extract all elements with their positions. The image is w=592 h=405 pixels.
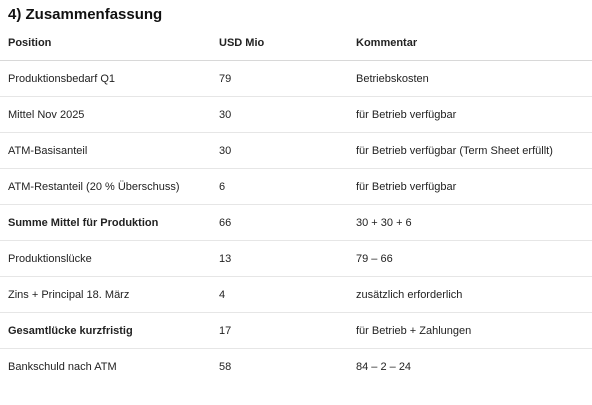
- table-row: Gesamtlücke kurzfristig 17 für Betrieb + Z…: [0, 312, 592, 349]
- cell-usd: 13: [219, 240, 356, 277]
- cell-kommentar: für Betrieb verfügbar: [356, 96, 592, 133]
- cell-position: Summe Mittel für Produktion: [0, 204, 219, 241]
- column-header-kommentar: Kommentar: [356, 25, 592, 61]
- cell-usd: 30: [219, 96, 356, 133]
- cell-kommentar: für Betrieb + Zahlungen: [356, 312, 592, 349]
- cell-kommentar: für Betrieb verfügbar: [356, 168, 592, 205]
- cell-usd: 79: [219, 60, 356, 97]
- cell-usd: 6: [219, 168, 356, 205]
- cell-position: Produktionslücke: [0, 240, 219, 277]
- cell-kommentar: 79 – 66: [356, 240, 592, 277]
- table-header-row: Position USD Mio Kommentar: [0, 25, 592, 61]
- cell-kommentar: Betriebskosten: [356, 60, 592, 97]
- column-header-position: Position: [0, 25, 219, 61]
- summary-table: Position USD Mio Kommentar Produktionsbe…: [0, 25, 592, 384]
- cell-position: Zins + Principal 18. März: [0, 276, 219, 313]
- cell-usd: 30: [219, 132, 356, 169]
- cell-position: Gesamtlücke kurzfristig: [0, 312, 219, 349]
- cell-usd: 17: [219, 312, 356, 349]
- cell-position: Bankschuld nach ATM: [8, 360, 117, 373]
- cell-usd: 66: [219, 204, 356, 241]
- section-heading: 4) Zusammenfassung: [8, 6, 163, 23]
- cell-usd: 4: [219, 276, 356, 313]
- table-row: Summe Mittel für Produktion 66 30 + 30 + 6: [0, 204, 592, 241]
- table-row: Bankschuld nach ATM 58 84 – 2 – 24: [0, 349, 592, 385]
- cell-usd: 58: [219, 360, 232, 373]
- table-row: Zins + Principal 18. März 4 zusätzlich erf…: [0, 276, 592, 313]
- table-row: Mittel Nov 2025 30 für Betrieb verfügbar: [0, 96, 592, 133]
- table-body: Produktionsbedarf Q1 79 Betriebskosten Mitt…: [0, 60, 592, 385]
- cell-kommentar: zusätzlich erforderlich: [356, 276, 592, 313]
- cell-kommentar: 84 – 2 – 24: [356, 360, 412, 373]
- table-row: ATM-Basisanteil 30 für Betrieb verfügbar (…: [0, 132, 592, 169]
- cell-position: ATM-Basisanteil: [0, 132, 219, 169]
- cell-kommentar: für Betrieb verfügbar (Term Sheet erfüll…: [356, 132, 592, 169]
- table-row: ATM-Restanteil (20 % Überschuss) 6 für Bet…: [0, 168, 592, 205]
- table-row: Produktionsbedarf Q1 79 Betriebskosten: [0, 60, 592, 97]
- cell-kommentar: 30 + 30 + 6: [356, 204, 592, 241]
- cell-position: Produktionsbedarf Q1: [0, 60, 219, 97]
- table-row: Produktionslücke 13 79 – 66: [0, 240, 592, 277]
- cell-position: ATM-Restanteil (20 % Überschuss): [0, 168, 219, 205]
- cell-position: Mittel Nov 2025: [0, 96, 219, 133]
- column-header-usd: USD Mio: [219, 25, 356, 61]
